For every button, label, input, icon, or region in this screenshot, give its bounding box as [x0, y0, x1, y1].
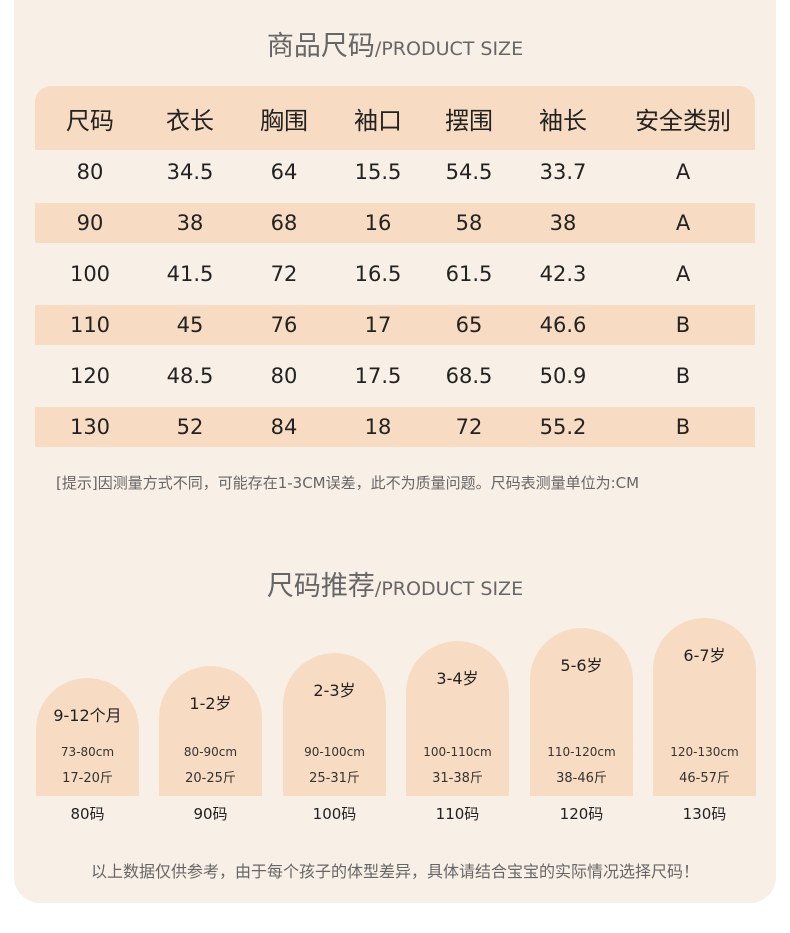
- table-cell: A: [675, 262, 691, 286]
- recommend-title: 尺码推荐/PRODUCT SIZE: [0, 564, 790, 603]
- table-cell: 130: [69, 415, 111, 439]
- height-range: 100-110cm: [423, 745, 492, 759]
- size-code: 130码: [682, 805, 727, 823]
- weight-range: 20-25斤: [185, 771, 236, 786]
- table-cell: B: [675, 313, 691, 337]
- table-cell: 65: [455, 313, 483, 337]
- footer-note: 以上数据仅供参考，由于每个孩子的体型差异，具体请结合宝宝的实际情况选择尺码！: [90, 862, 699, 881]
- size-arch: 3-4岁 100-110cm 31-38斤: [406, 641, 509, 796]
- weight-range: 17-20斤: [62, 771, 113, 786]
- table-cell: 76: [270, 313, 298, 337]
- table-cell: 41.5: [166, 262, 214, 286]
- table-cell: 72: [270, 262, 298, 286]
- table-row: 110 45 76 17 65 46.6 B: [35, 305, 755, 345]
- size-arch: 1-2岁 80-90cm 20-25斤: [159, 666, 262, 796]
- size-card: [14, 0, 776, 903]
- table-cell: 90: [76, 211, 104, 235]
- table-cell: 120: [69, 364, 111, 388]
- table-cell: 58: [455, 211, 483, 235]
- table-row: 100 41.5 72 16.5 61.5 42.3 A: [35, 254, 755, 294]
- size-arch: 9-12个月 73-80cm 17-20斤: [36, 678, 139, 796]
- table-cell: 17: [364, 313, 392, 337]
- size-arch: 5-6岁 110-120cm 38-46斤: [530, 628, 633, 796]
- header-cell: 胸围: [260, 106, 308, 135]
- table-row: 120 48.5 80 17.5 68.5 50.9 B: [35, 356, 755, 396]
- table-cell: 16: [364, 211, 392, 235]
- table-cell: 72: [455, 415, 483, 439]
- header-cell: 衣长: [166, 106, 214, 135]
- header-cell: 摆围: [445, 106, 493, 135]
- table-cell: 46.6: [539, 313, 587, 337]
- recommend-title-en: /PRODUCT SIZE: [374, 578, 524, 600]
- table-cell: 45: [176, 313, 204, 337]
- table-cell: 68.5: [445, 364, 493, 388]
- size-arch: 6-7岁 120-130cm 46-57斤: [653, 618, 756, 796]
- table-cell: 110: [69, 313, 111, 337]
- header-cell: 尺码: [66, 106, 114, 135]
- height-range: 73-80cm: [60, 745, 115, 759]
- weight-range: 31-38斤: [432, 771, 483, 786]
- table-cell: 33.7: [539, 160, 587, 184]
- table-cell: 64: [270, 160, 298, 184]
- table-cell: A: [675, 160, 691, 184]
- table-cell: 80: [270, 364, 298, 388]
- table-row: 80 34.5 64 15.5 54.5 33.7 A: [35, 152, 755, 192]
- table-row: 130 52 84 18 72 55.2 B: [35, 407, 755, 447]
- weight-range: 46-57斤: [679, 771, 730, 786]
- header-cell: 袖口: [354, 106, 402, 135]
- table-cell: 68: [270, 211, 298, 235]
- table-cell: 52: [176, 415, 204, 439]
- table-header: 尺码 衣长 胸围 袖口 摆围 袖长 安全类别: [35, 86, 755, 150]
- header-cell: 安全类别: [635, 106, 731, 135]
- size-chart-title-cn: 商品尺码: [266, 31, 375, 62]
- table-cell: 55.2: [539, 415, 587, 439]
- size-code: 120码: [559, 805, 604, 823]
- table-cell: 15.5: [354, 160, 402, 184]
- table-cell: 38: [176, 211, 204, 235]
- table-cell: B: [675, 364, 691, 388]
- table-cell: 84: [270, 415, 298, 439]
- table-cell: A: [675, 211, 691, 235]
- table-row: 90 38 68 16 58 38 A: [35, 203, 755, 243]
- age-label: 3-4岁: [436, 669, 479, 688]
- table-cell: 38: [549, 211, 577, 235]
- table-cell: 54.5: [445, 160, 493, 184]
- table-cell: 16.5: [354, 262, 402, 286]
- table-cell: 50.9: [539, 364, 587, 388]
- size-chart-title-en: /PRODUCT SIZE: [374, 38, 524, 60]
- table-cell: B: [675, 415, 691, 439]
- measurement-note: [提示]因测量方式不同，可能存在1-3CM误差，此不为质量问题。尺码表测量单位为…: [56, 474, 640, 492]
- size-code: 90码: [193, 805, 228, 823]
- age-label: 2-3岁: [313, 681, 356, 700]
- size-code: 100码: [312, 805, 357, 823]
- table-cell: 17.5: [354, 364, 402, 388]
- header-cell: 袖长: [539, 106, 587, 135]
- size-arch: 2-3岁 90-100cm 25-31斤: [283, 653, 386, 796]
- height-range: 80-90cm: [183, 745, 238, 759]
- size-code: 80码: [70, 805, 105, 823]
- size-table: 尺码 衣长 胸围 袖口 摆围 袖长 安全类别 80 34.5 64 15.5 54.5 3…: [35, 86, 755, 447]
- table-cell: 80: [76, 160, 104, 184]
- weight-range: 38-46斤: [556, 771, 607, 786]
- age-label: 9-12个月: [53, 706, 122, 725]
- age-label: 6-7岁: [683, 646, 726, 665]
- table-cell: 42.3: [539, 262, 587, 286]
- size-code: 110码: [435, 805, 480, 823]
- weight-range: 25-31斤: [309, 771, 360, 786]
- table-cell: 18: [364, 415, 392, 439]
- age-label: 5-6岁: [560, 656, 603, 675]
- table-cell: 48.5: [166, 364, 214, 388]
- recommend-title-cn: 尺码推荐: [266, 571, 375, 602]
- height-range: 90-100cm: [304, 745, 365, 759]
- table-cell: 61.5: [445, 262, 493, 286]
- height-range: 110-120cm: [547, 745, 616, 759]
- age-label: 1-2岁: [189, 694, 232, 713]
- table-cell: 34.5: [166, 160, 214, 184]
- height-range: 120-130cm: [670, 745, 739, 759]
- size-chart-title: 商品尺码/PRODUCT SIZE: [0, 24, 790, 63]
- table-cell: 100: [69, 262, 111, 286]
